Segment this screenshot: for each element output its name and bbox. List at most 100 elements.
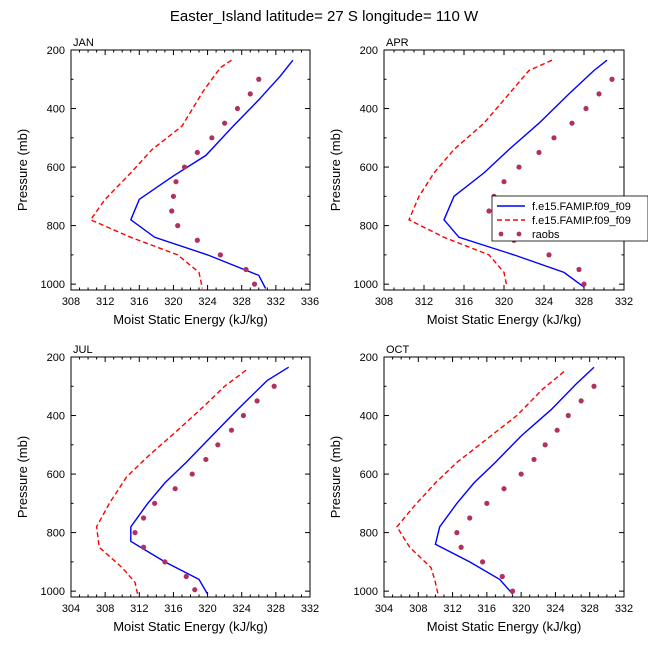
panel-label: OCT — [386, 344, 410, 356]
x-tick-label: 328 — [575, 296, 593, 308]
raobs-point — [247, 91, 253, 97]
x-tick-label: 316 — [455, 296, 473, 308]
series-line-solid — [129, 59, 294, 289]
figure-title: Easter_Island latitude= 27 S longitude= … — [170, 8, 479, 25]
raobs-point — [467, 515, 473, 521]
series-line-dashed — [408, 59, 553, 288]
plot-frame — [70, 356, 311, 598]
raobs-point — [271, 383, 277, 389]
y-tick-label: 800 — [360, 221, 378, 233]
x-tick-label: 308 — [409, 603, 427, 615]
y-tick-label: 800 — [360, 528, 378, 540]
raobs-point — [152, 500, 158, 506]
raobs-point — [194, 237, 200, 243]
raobs-point — [194, 149, 200, 156]
plot-frame — [383, 49, 625, 291]
legend-marker — [498, 231, 504, 237]
raobs-point — [484, 500, 490, 506]
raobs-point — [234, 105, 241, 112]
raobs-point — [591, 383, 597, 389]
y-tick-label: 200 — [47, 45, 65, 57]
raobs-point — [181, 164, 188, 170]
raobs-point — [175, 223, 181, 229]
raobs-point — [140, 544, 147, 550]
raobs-point — [140, 515, 147, 521]
x-tick-label: 316 — [130, 296, 148, 308]
x-tick-label: 312 — [130, 603, 148, 615]
x-tick-label: 308 — [375, 296, 393, 308]
raobs-point — [551, 135, 557, 141]
x-tick-label: 328 — [233, 296, 251, 308]
y-tick-label: 400 — [47, 411, 65, 423]
raobs-point — [596, 91, 602, 97]
panel-apr: APR 308 312 316 320 324 328 332 200 400 600 800 1000… — [328, 37, 633, 327]
raobs-point — [581, 281, 587, 287]
x-tick-label: 324 — [198, 296, 216, 308]
y-tick-label: 200 — [360, 352, 378, 364]
raobs-point — [576, 266, 582, 273]
x-tick-label: 332 — [615, 603, 633, 615]
y-tick-label: 400 — [360, 411, 378, 423]
raobs-point — [531, 456, 537, 463]
y-tick-label: 200 — [360, 45, 378, 57]
raobs-point — [578, 398, 584, 404]
y-tick-label: 800 — [47, 528, 65, 540]
raobs-point — [536, 149, 542, 156]
x-tick-label: 324 — [546, 603, 564, 615]
y-tick-label: 1000 — [41, 586, 65, 598]
raobs-point — [209, 135, 215, 141]
y-axis-label: Pressure (mb) — [15, 436, 30, 518]
raobs-point — [215, 442, 221, 448]
y-axis-label: Pressure (mb) — [328, 129, 343, 211]
y-tick-label: 600 — [47, 469, 65, 481]
y-tick-label: 1000 — [41, 279, 65, 291]
raobs-point — [170, 193, 177, 199]
y-axis-label: Pressure (mb) — [15, 129, 30, 211]
y-tick-label: 1000 — [354, 586, 378, 598]
raobs-point — [583, 105, 589, 112]
x-tick-label: 320 — [164, 296, 182, 308]
y-tick-label: 400 — [47, 104, 65, 116]
x-tick-label: 304 — [62, 603, 80, 615]
raobs-point — [609, 76, 615, 82]
x-tick-label: 312 — [443, 603, 461, 615]
x-tick-label: 316 — [164, 603, 182, 615]
panel-jan: JAN 308 312 316 320 324 328 332 336 200 400 600 800 1… — [15, 37, 319, 327]
y-tick-label: 1000 — [354, 279, 378, 291]
panel-oct: OCT 304 308 312 316 320 324 328 332 200 400 600 800 1… — [328, 344, 633, 634]
raobs-point — [479, 559, 486, 565]
raobs-point — [486, 208, 492, 214]
series-line-dashed — [396, 371, 565, 595]
raobs-point — [501, 179, 507, 185]
raobs-point — [499, 573, 505, 580]
x-tick-label: 312 — [415, 296, 433, 308]
plot-frame — [383, 356, 625, 598]
series-line-dashed — [89, 59, 232, 289]
series-line-solid — [443, 59, 608, 288]
raobs-point — [458, 544, 464, 550]
x-tick-label: 328 — [581, 603, 599, 615]
x-tick-label: 332 — [301, 603, 319, 615]
raobs-point — [183, 573, 189, 580]
legend-label: f.e15.FAMIP.f09_f09 — [532, 201, 631, 213]
raobs-point — [192, 587, 198, 593]
y-tick-label: 600 — [360, 469, 378, 481]
raobs-point — [254, 398, 260, 404]
raobs-point — [189, 471, 195, 477]
raobs-point — [516, 164, 522, 170]
x-axis-label: Moist Static Energy (kJ/kg) — [113, 619, 268, 634]
x-tick-label: 320 — [495, 296, 513, 308]
panel-label: JUL — [73, 344, 93, 356]
raobs-point — [169, 208, 175, 214]
raobs-point — [569, 120, 575, 126]
legend: f.e15.FAMIP.f09_f09 f.e15.FAMIP.f09_f09ra… — [491, 195, 648, 242]
raobs-point — [554, 427, 560, 433]
y-axis-label: Pressure (mb) — [328, 436, 343, 518]
raobs-point — [162, 559, 168, 565]
raobs-point — [222, 120, 228, 126]
raobs-point — [509, 588, 516, 594]
x-tick-label: 308 — [62, 296, 80, 308]
legend-label: f.e15.FAMIP.f09_f09 — [532, 215, 631, 227]
y-tick-label: 800 — [47, 221, 65, 233]
